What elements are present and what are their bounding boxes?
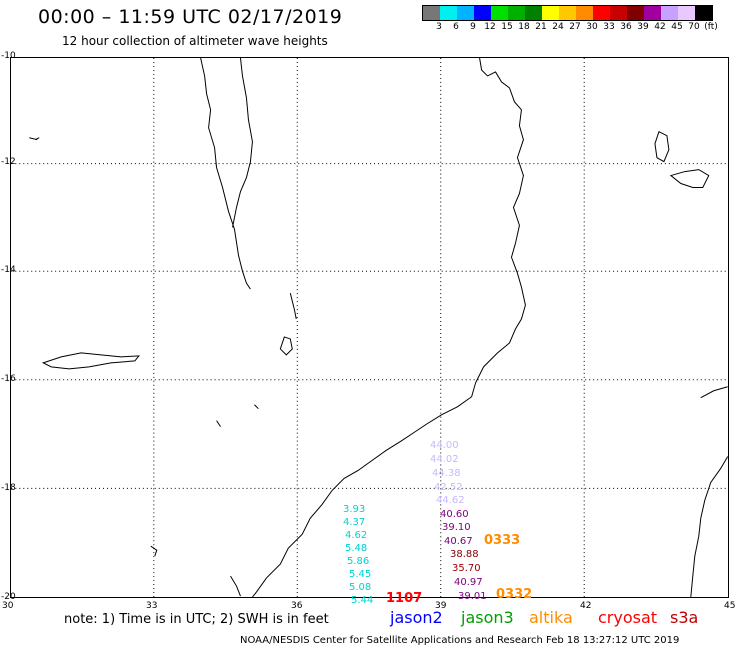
scale-swatch (593, 6, 610, 20)
latitude-label: -12 (1, 157, 16, 167)
scale-swatch (627, 6, 644, 20)
scale-swatch (610, 6, 627, 20)
scale-label: 45 (671, 22, 683, 32)
longitude-label: 45 (724, 601, 736, 611)
satellite-cryosat-label: cryosat (598, 608, 658, 627)
latitude-label: -16 (1, 374, 16, 384)
page-title: 00:00 – 11:59 UTC 02/17/2019 (38, 6, 343, 28)
longitude-label: 42 (580, 601, 592, 611)
scale-label: 30 (586, 22, 598, 32)
pass-time-label: 1107 (386, 591, 423, 606)
note-text: note: 1) Time is in UTC; 2) SWH is in fe… (64, 612, 329, 627)
scale-swatch (440, 6, 457, 20)
swh-value: 5.08 (349, 582, 372, 593)
scale-label: 9 (470, 22, 476, 32)
satellite-jason2-label: jason2 (390, 608, 443, 627)
scale-label: 6 (453, 22, 459, 32)
scale-label: (ft) (704, 22, 718, 32)
scale-swatch (678, 6, 695, 20)
scale-swatch (695, 6, 712, 20)
swh-value: 44.38 (432, 468, 461, 479)
lake-shoreline-west (41, 352, 140, 370)
footer-credit: NOAA/NESDIS Center for Satellite Applica… (240, 635, 680, 646)
color-scale-bar (422, 5, 713, 21)
scale-label: 3 (436, 22, 442, 32)
satellite-jason3-label: jason3 (461, 608, 514, 627)
scale-swatch (542, 6, 559, 20)
coast-island (216, 420, 221, 427)
swh-value: 39.01 (458, 591, 487, 602)
madagascar-coast (690, 386, 728, 597)
swh-value: 39.10 (442, 522, 471, 533)
swh-value: 44.02 (430, 454, 459, 465)
scale-label: 24 (552, 22, 564, 32)
scale-label: 18 (518, 22, 530, 32)
coast-island (150, 545, 158, 557)
scale-label: 36 (620, 22, 632, 32)
scale-label: 39 (637, 22, 649, 32)
swh-value: 5.86 (347, 556, 370, 567)
swh-value: 5.45 (349, 569, 372, 580)
swh-value: 40.97 (454, 577, 483, 588)
swh-value: 44.62 (436, 495, 465, 506)
swh-value: 35.70 (452, 563, 481, 574)
river-line (289, 293, 297, 320)
lake-island (279, 336, 293, 356)
satellite-altika-label: altika (529, 608, 573, 627)
pass-time-label: 0332 (496, 587, 533, 602)
comoros-island (654, 131, 670, 163)
coast-island (254, 404, 259, 410)
swh-value: 40.67 (444, 536, 473, 547)
swh-value: 5.48 (345, 543, 368, 554)
latitude-label: -10 (1, 51, 16, 61)
graticule-grid (11, 58, 728, 597)
pass-time-label: 0333 (484, 533, 521, 548)
scale-swatch (508, 6, 525, 20)
map-panel (10, 57, 729, 598)
swh-value: 42.52 (434, 482, 463, 493)
longitude-label: 39 (435, 601, 447, 611)
swh-value: 4.62 (345, 530, 368, 541)
swh-value: 4.37 (343, 517, 366, 528)
longitude-label: 36 (291, 601, 303, 611)
scale-label: 12 (484, 22, 496, 32)
swh-value: 44.00 (430, 440, 459, 451)
scale-swatch (559, 6, 576, 20)
scale-label: 15 (501, 22, 513, 32)
page-subtitle: 12 hour collection of altimeter wave hei… (62, 34, 328, 48)
scale-swatch (491, 6, 508, 20)
swh-value: 38.88 (450, 549, 479, 560)
scale-swatch (474, 6, 491, 20)
swh-value: 5.44 (351, 595, 374, 606)
coast-island (230, 575, 241, 597)
comoros-island (669, 169, 710, 189)
satellite-s3a-label: s3a (670, 608, 699, 627)
latitude-label: -20 (1, 592, 16, 602)
scale-swatch (525, 6, 542, 20)
scale-label: 33 (603, 22, 615, 32)
latitude-label: -14 (1, 265, 16, 275)
coast-island (29, 137, 40, 141)
scale-swatch (661, 6, 678, 20)
scale-swatch (576, 6, 593, 20)
scale-label: 21 (535, 22, 547, 32)
swh-value: 3.93 (343, 504, 366, 515)
lake-malawi-shore (200, 58, 253, 290)
coastlines (29, 58, 728, 597)
scale-swatch (423, 6, 440, 20)
scale-label: 70 (688, 22, 700, 32)
scale-label: 27 (569, 22, 581, 32)
longitude-label: 30 (2, 601, 14, 611)
scale-swatch (457, 6, 474, 20)
swh-value: 40.60 (440, 509, 469, 520)
latitude-label: -18 (1, 483, 16, 493)
scale-swatch (644, 6, 661, 20)
longitude-label: 33 (146, 601, 158, 611)
africa-mainland-coast (252, 58, 526, 597)
scale-label: 42 (654, 22, 666, 32)
